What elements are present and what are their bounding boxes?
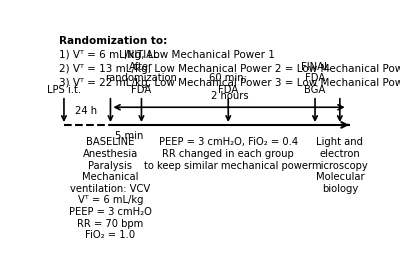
Text: 5 min: 5 min bbox=[115, 131, 143, 141]
Text: 2) Vᵀ = 13 mL/kg, Low Mechanical Power 2 = Low Mechanical Power 1: 2) Vᵀ = 13 mL/kg, Low Mechanical Power 2… bbox=[59, 64, 400, 74]
Text: BASELINE
Anesthesia
Paralysis
Mechanical
ventilation: VCV
Vᵀ = 6 mL/kg
PEEP = 3 : BASELINE Anesthesia Paralysis Mechanical… bbox=[69, 137, 152, 240]
Text: INITIAL
After
randomization
FDA: INITIAL After randomization FDA bbox=[106, 50, 177, 95]
Text: FINAL
FDA
BGA: FINAL FDA BGA bbox=[301, 62, 329, 95]
Text: 1) Vᵀ = 6 mL/kg, Low Mechanical Power 1: 1) Vᵀ = 6 mL/kg, Low Mechanical Power 1 bbox=[59, 50, 275, 60]
Text: 60 min:
FDA: 60 min: FDA bbox=[209, 73, 247, 95]
Text: 2 hours: 2 hours bbox=[211, 91, 249, 101]
Text: Light and
electron
microscopy
Molecular
biology: Light and electron microscopy Molecular … bbox=[312, 137, 368, 194]
Text: 24 h: 24 h bbox=[74, 106, 97, 116]
Text: PEEP = 3 cmH₂O, FiO₂ = 0.4
RR changed in each group
to keep similar mechanical p: PEEP = 3 cmH₂O, FiO₂ = 0.4 RR changed in… bbox=[144, 137, 312, 171]
Text: Randomization to:: Randomization to: bbox=[59, 36, 168, 46]
Text: 3) Vᵀ = 22 mL/kg, Low Mechanical Power 3 = Low Mechanical Power 1: 3) Vᵀ = 22 mL/kg, Low Mechanical Power 3… bbox=[59, 78, 400, 88]
Text: LPS i.t.: LPS i.t. bbox=[47, 85, 81, 95]
